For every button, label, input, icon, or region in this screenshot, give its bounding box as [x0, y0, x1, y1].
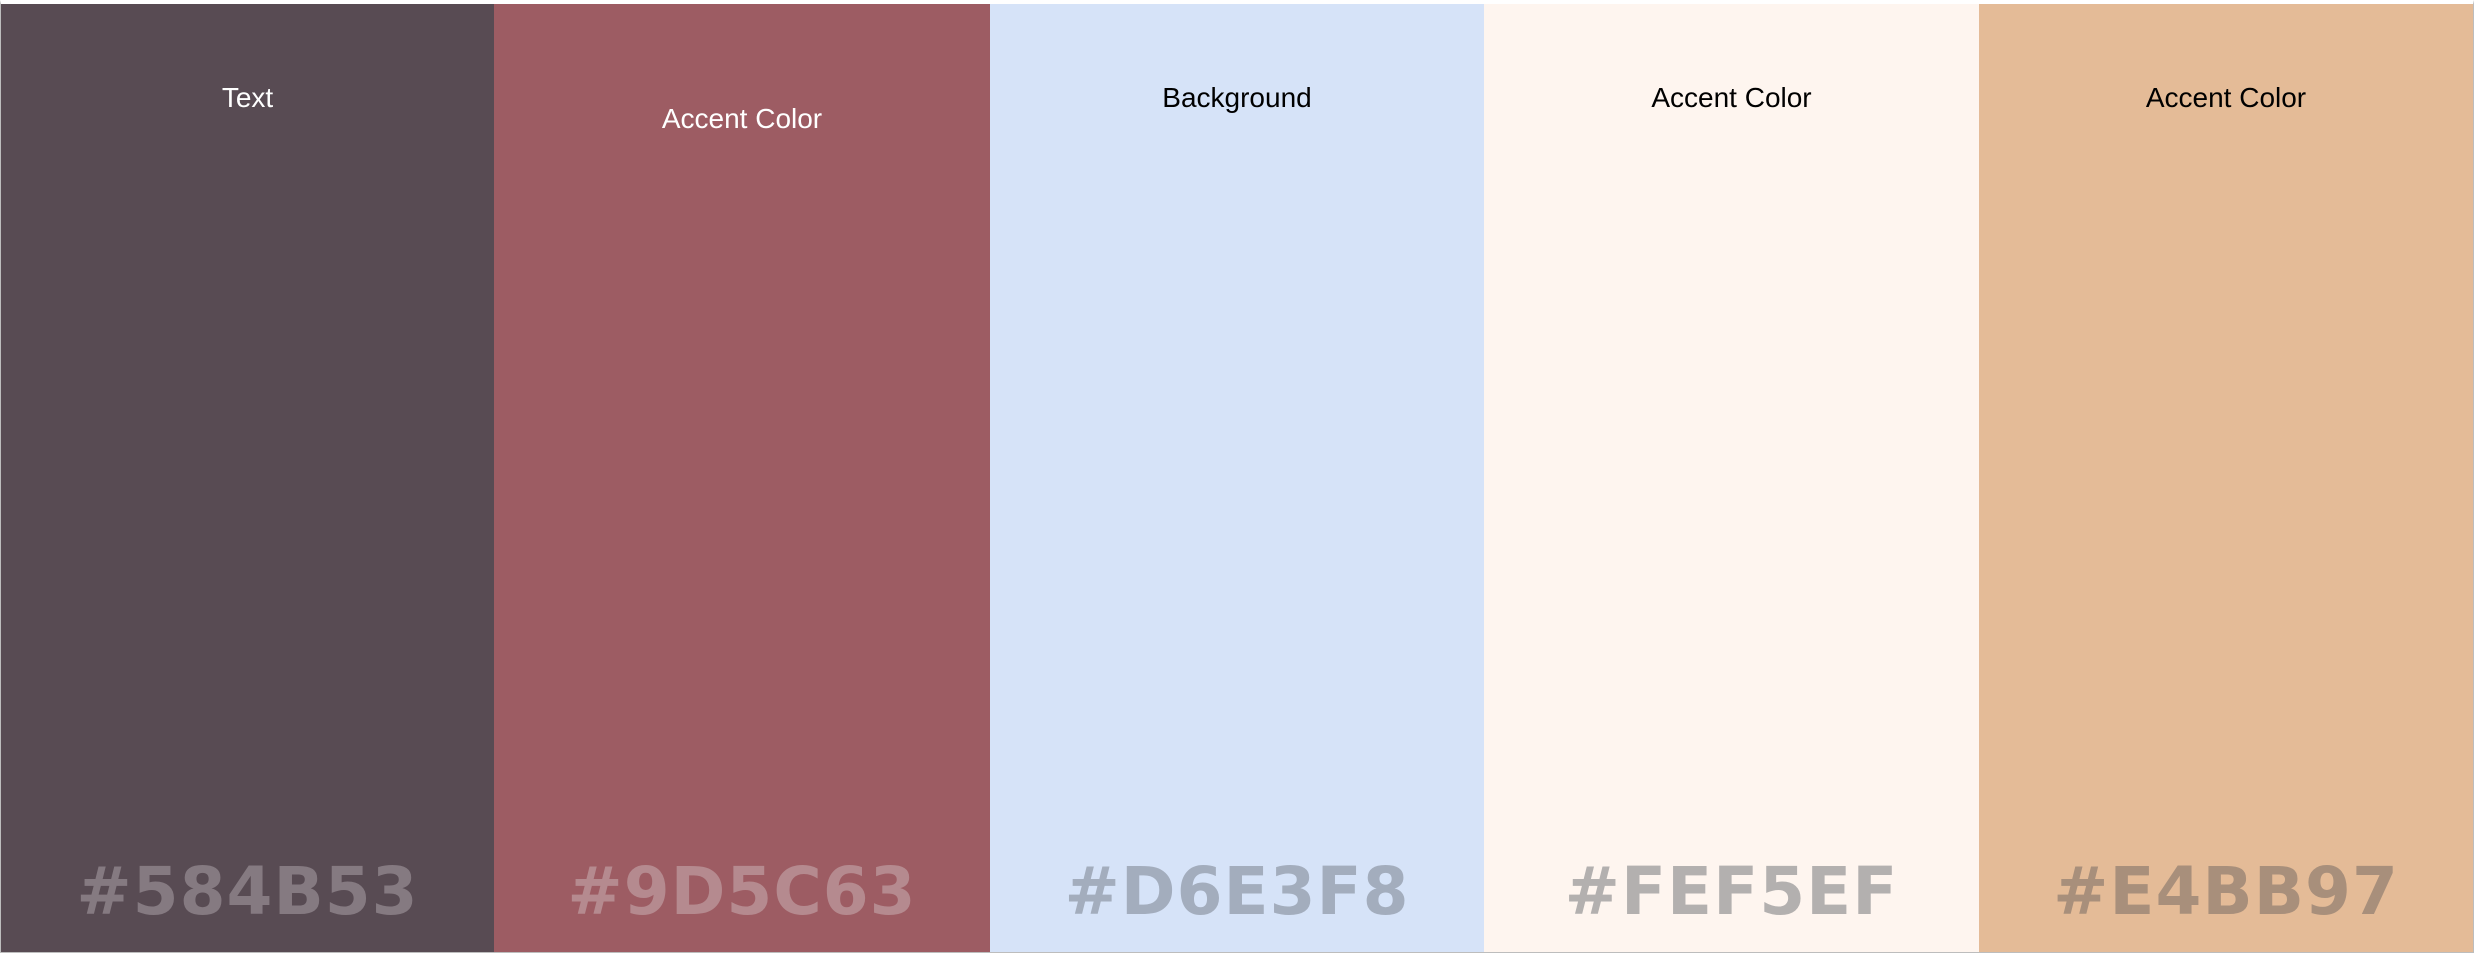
swatch-accent-color-3: Accent Color #E4BB97 — [1979, 4, 2473, 952]
swatch-accent-color-1: Accent Color #9D5C63 — [494, 4, 990, 952]
swatch-hex-code: #FEF5EF — [1564, 853, 1899, 930]
swatch-label: Accent Color — [1651, 82, 1812, 113]
swatch-accent-color-2: Accent Color #FEF5EF — [1484, 4, 1979, 952]
swatch-label: Background — [1162, 82, 1312, 113]
swatch-label: Accent Color — [2145, 82, 2307, 113]
swatch-hex-code: #584B53 — [76, 853, 419, 930]
swatch-label: Accent Color — [661, 103, 823, 134]
swatch-label: Text — [221, 82, 274, 113]
swatch-text: Text #584B53 — [1, 4, 494, 952]
swatch-hex-code: #E4BB97 — [2053, 853, 2399, 930]
swatch-background: Background #D6E3F8 — [990, 4, 1484, 952]
swatch-hex-code: #D6E3F8 — [1064, 853, 1410, 930]
swatch-hex-code: #9D5C63 — [567, 853, 917, 930]
